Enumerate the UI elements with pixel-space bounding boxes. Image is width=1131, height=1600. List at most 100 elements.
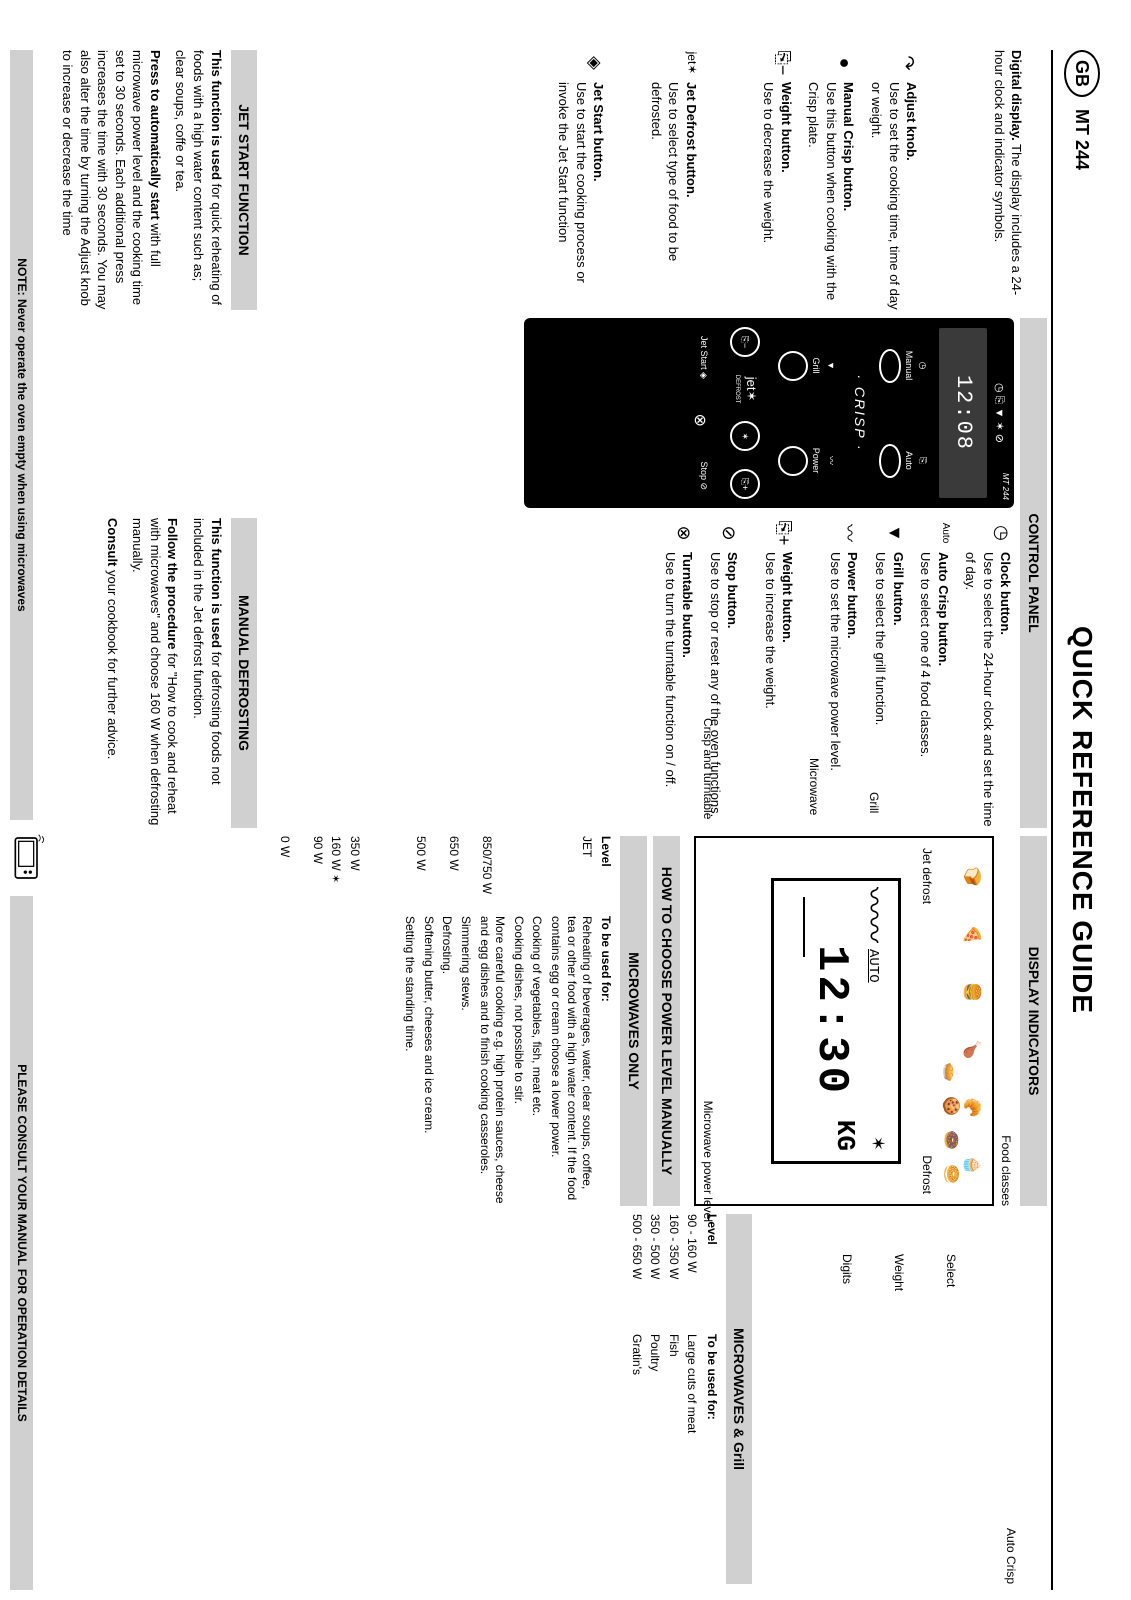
clock-icon: ◷ bbox=[990, 520, 1014, 546]
jet-start-header: JET START FUNCTION bbox=[231, 50, 258, 310]
callout-auto-crisp: Auto Auto Crisp button.Use to select one… bbox=[917, 520, 952, 828]
note-never-empty: NOTE: Never operate the oven empty when … bbox=[11, 50, 33, 820]
microwave-waves-icon: 〰〰 bbox=[854, 887, 892, 943]
panel-grill-btn: ▼Grill bbox=[778, 351, 836, 381]
mw-use-2: Cooking dishes, not possible to stir. bbox=[510, 916, 526, 1206]
callout-weight-minus: ⎘− Weight button.Use to decrease the wei… bbox=[760, 50, 795, 310]
callout-clock: ◷ Clock button.Use to select the 24-hour… bbox=[962, 520, 1015, 828]
power-icon: 〰 bbox=[837, 520, 861, 546]
mw-use-0: Reheating of beverages, water, clear sou… bbox=[547, 916, 594, 1206]
jet-start-p1: This function is used for quick reheatin… bbox=[172, 50, 225, 310]
microwave-icon bbox=[9, 828, 45, 888]
callout-manual-crisp: ● Manual Crisp button.Use this button wh… bbox=[805, 50, 858, 310]
callout-jet-defrost: jet✶ Jet Defrost button.Use to select ty… bbox=[647, 50, 700, 310]
seven-segment: 12:30 bbox=[801, 887, 860, 1155]
display-inner-box: 〰〰 AUTO ✶ KG 12:30 bbox=[771, 878, 901, 1164]
knob-manual: ◷Manual bbox=[879, 346, 929, 386]
grill-icon: ▼ bbox=[882, 520, 906, 546]
auto-crisp-icon: Auto bbox=[938, 520, 952, 546]
weight-side-label: Weight bbox=[891, 1254, 907, 1584]
jet-defrost-icon: jet✶ bbox=[684, 50, 700, 76]
panel-stop: Stop ⊘ bbox=[689, 461, 711, 490]
mw-use-hdr: To be used for: bbox=[598, 916, 614, 1206]
grill-level-hdr: Level bbox=[703, 1214, 719, 1314]
snowflake-indicator: ✶ bbox=[865, 1136, 889, 1151]
panel-weight-plus: ⎘+ bbox=[730, 469, 760, 499]
grill-side-label: Grill bbox=[866, 792, 882, 813]
grill-use-0: Large cuts of meat bbox=[684, 1334, 700, 1584]
digits-side-label: Digits bbox=[838, 1254, 854, 1584]
page-title: QUICK REFERENCE GUIDE bbox=[1063, 50, 1101, 1590]
kg-indicator: KG bbox=[827, 1120, 862, 1151]
jet-start-icon: ◈ bbox=[583, 50, 607, 76]
mw-level-7: 0 W bbox=[276, 836, 292, 906]
mw-level-2: 650 W bbox=[445, 836, 461, 906]
panel-model-small: MT 244 bbox=[1000, 473, 1011, 500]
manual-defrost-p3: Consult your cookbook for further advice… bbox=[103, 518, 121, 828]
callout-jet-start: ◈ Jet Start button.Use to start the cook… bbox=[554, 50, 607, 310]
crisp-turntable-label: Crisp and turntable bbox=[700, 718, 716, 819]
manual-defrost-header: MANUAL DEFROSTING bbox=[231, 518, 258, 828]
control-panel-header: CONTROL PANEL bbox=[1020, 318, 1047, 828]
mw-level-5: 160 W ✶ bbox=[328, 836, 344, 906]
mw-level-hdr: Level bbox=[598, 836, 614, 906]
weight-minus-icon: ⎘− bbox=[771, 50, 795, 76]
mw-grill-header: MICROWAVES & Grill bbox=[726, 1214, 753, 1584]
display-box: 🍞🍕🍔🍗🥐🧁 🥧🍪🍩🥯 Jet defrost Defrost 〰〰 AUTO … bbox=[694, 836, 994, 1206]
mw-use-5: Defrosting. bbox=[439, 916, 455, 1206]
mw-level-1: 850/750 W bbox=[478, 836, 494, 906]
panel-lcd: 12:08 bbox=[939, 328, 987, 498]
panel-weight-minus: ⎘− bbox=[730, 327, 760, 357]
how-to-header: HOW TO CHOOSE POWER LEVEL MANUALLY bbox=[653, 836, 680, 1206]
mw-only-header: MICROWAVES ONLY bbox=[620, 836, 647, 1206]
jet-defrost-label: Jet defrost bbox=[919, 848, 935, 904]
microwave-side-label: Microwave bbox=[806, 758, 822, 815]
mw-use-4: Simmering stews. bbox=[457, 916, 473, 1206]
food-class-icons-row1: 🍞🍕🍔🍗🥐🧁 bbox=[961, 848, 983, 1194]
grill-use-1: Fish bbox=[665, 1334, 681, 1584]
callout-turntable: ⊗ Turntable button.Use to turn the turnt… bbox=[661, 520, 696, 828]
callout-power: 〰 Power button.Use to set the microwave … bbox=[826, 520, 861, 828]
food-classes-label: Food classes bbox=[998, 836, 1014, 1206]
grill-level-1: 160 - 350 W bbox=[665, 1214, 681, 1314]
note-consult-manual: PLEASE CONSULT YOUR MANUAL FOR OPERATION… bbox=[11, 896, 33, 1590]
display-indicators-header: DISPLAY INDICATORS bbox=[1020, 836, 1047, 1206]
defrost-label: Defrost bbox=[919, 1155, 935, 1194]
turntable-icon: ⊗ bbox=[672, 520, 696, 546]
callout-digital-display: Digital display. The display includes a … bbox=[990, 50, 1025, 310]
grill-level-3: 500 - 650 W bbox=[628, 1214, 644, 1314]
callout-adjust-knob: ↷ Adjust knob.Use to set the cooking tim… bbox=[867, 50, 920, 310]
grill-level-0: 90 - 160 W bbox=[684, 1214, 700, 1314]
mw-level-0: JET bbox=[579, 836, 595, 906]
panel-power-btn: 〰Power bbox=[778, 446, 836, 476]
callout-grill: ▼ Grill button.Use to select the grill f… bbox=[871, 520, 906, 828]
callout-weight-plus: ⎘+ Weight button.Use to increase the wei… bbox=[761, 520, 796, 828]
mw-grill-table: Level 90 - 160 W 160 - 350 W 350 - 500 W… bbox=[625, 1214, 720, 1584]
mw-level-4: 350 W bbox=[346, 836, 362, 906]
manual-crisp-icon: ● bbox=[833, 50, 857, 76]
panel-jet-start: Jet Start ◈ bbox=[689, 336, 711, 379]
mw-power-level-label: Microwave power level bbox=[700, 1101, 716, 1222]
mw-use-1: Cooking of vegetables, fish, meat etc. bbox=[529, 916, 545, 1206]
panel-snow: ✶ bbox=[730, 421, 760, 451]
mw-level-3: 500 W bbox=[413, 836, 429, 906]
grill-level-2: 350 - 500 W bbox=[647, 1214, 663, 1314]
grill-use-2: Poultry bbox=[647, 1334, 663, 1584]
control-panel-graphic: MT 244 ◷ ⎘ ▼ ✶ ⊘ 12:08 ◷Manual ⎘Auto · C… bbox=[524, 318, 1014, 508]
mw-use-6: Softening butter, cheeses and ice cream. bbox=[420, 916, 436, 1206]
mw-only-table: Level JET 850/750 W 650 W 500 W 350 W 16… bbox=[273, 836, 614, 1206]
mw-use-3: More careful cooking e.g. high protein s… bbox=[476, 916, 507, 1206]
food-class-icons-row2: 🥧🍪🍩🥯 bbox=[939, 848, 961, 1194]
panel-jet-defrost-btn: jet✶DEFROST bbox=[730, 375, 760, 404]
select-side-label: Select bbox=[943, 1254, 959, 1584]
adjust-knob-icon: ↷ bbox=[896, 50, 920, 76]
panel-crisp-label: · CRISP · bbox=[851, 318, 870, 508]
jet-start-p2: Press to automatically start with full m… bbox=[59, 50, 164, 310]
weight-plus-icon: ⎘+ bbox=[772, 520, 796, 546]
auto-crisp-side-label: Auto Crisp bbox=[1003, 1214, 1019, 1584]
mw-level-6: 90 W bbox=[309, 836, 325, 906]
knob-auto: ⎘Auto bbox=[879, 441, 929, 481]
manual-defrost-p2: Follow the procedure for "How to cook an… bbox=[129, 518, 182, 828]
stop-icon: ⊘ bbox=[717, 520, 741, 546]
grill-use-hdr: To be used for: bbox=[703, 1334, 719, 1584]
